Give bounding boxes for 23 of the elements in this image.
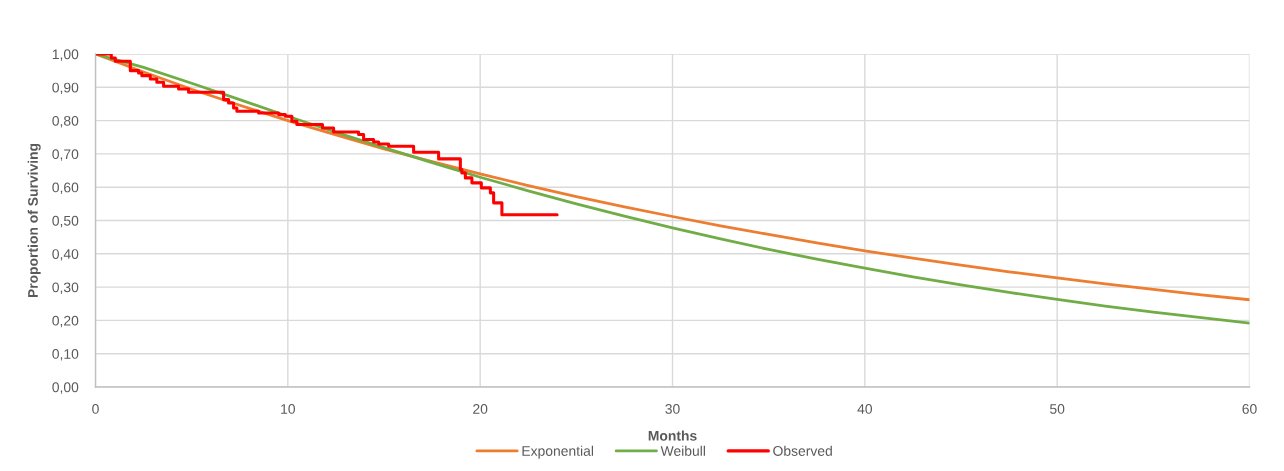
y-tick-label: 0,80 [52,115,79,128]
y-tick-label: 0,00 [52,382,79,394]
legend-label: Observed [773,445,832,456]
y-tick-label: 0,90 [52,82,79,95]
y-tick-label: 0,30 [52,282,79,294]
y-tick-label: 0,60 [52,182,79,195]
legend-label: Weibull [660,445,705,456]
y-tick-label: 0,70 [52,149,79,161]
y-axis-title: Proportion of Surviving [27,143,41,298]
y-tick-label: 1,00 [52,49,79,61]
y-tick-label: 0,10 [52,349,79,361]
x-tick-label: 20 [473,404,488,414]
x-tick-label: 10 [281,404,296,414]
x-tick-label: 40 [857,404,873,414]
x-tick-label: 50 [1050,404,1065,414]
y-tick-label: 0,40 [52,249,79,261]
x-axis-title: Months [648,430,697,441]
x-tick-label: 30 [665,404,680,414]
legend-label: Exponential [522,445,594,459]
y-tick-label: 0,20 [52,315,79,328]
y-tick-label: 0,50 [52,215,79,228]
x-tick-label: 60 [1242,404,1257,414]
x-tick-label: 0 [92,404,99,414]
